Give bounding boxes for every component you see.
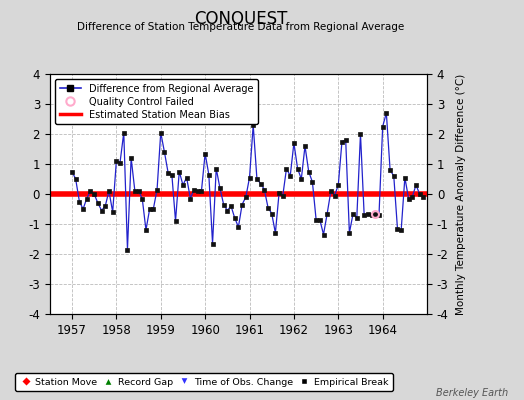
Legend: Station Move, Record Gap, Time of Obs. Change, Empirical Break: Station Move, Record Gap, Time of Obs. C…: [15, 373, 393, 391]
Text: Berkeley Earth: Berkeley Earth: [436, 388, 508, 398]
Y-axis label: Monthly Temperature Anomaly Difference (°C): Monthly Temperature Anomaly Difference (…: [455, 73, 466, 315]
Text: Difference of Station Temperature Data from Regional Average: Difference of Station Temperature Data f…: [78, 22, 405, 32]
Legend: Difference from Regional Average, Quality Control Failed, Estimated Station Mean: Difference from Regional Average, Qualit…: [54, 79, 258, 124]
Text: CONQUEST: CONQUEST: [194, 10, 288, 28]
